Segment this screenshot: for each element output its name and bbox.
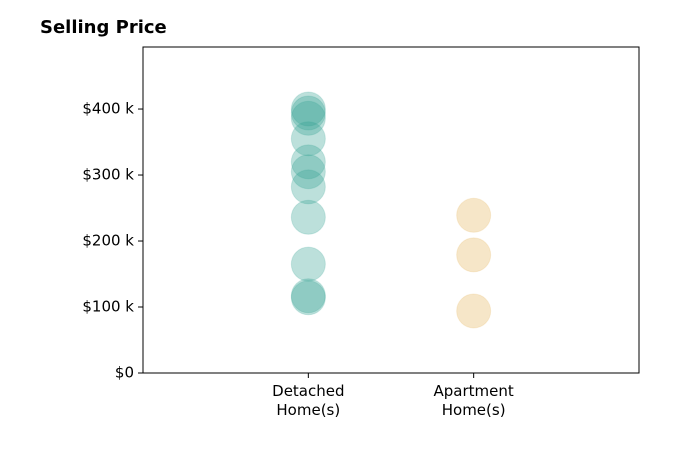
- chart-title: Selling Price: [40, 17, 167, 38]
- point: [290, 144, 326, 180]
- point: [290, 154, 326, 190]
- point: [290, 199, 326, 235]
- point: [456, 293, 492, 329]
- x-tick-label: Apartment Home(s): [433, 382, 514, 419]
- y-tick-label: $400 k: [82, 100, 134, 118]
- y-tick-label: $200 k: [82, 232, 134, 250]
- point: [290, 100, 326, 136]
- plot-frame: [142, 46, 640, 374]
- y-tick-label: $100 k: [82, 298, 134, 316]
- x-tick-label: Detached Home(s): [272, 382, 345, 419]
- point: [290, 246, 326, 282]
- point: [290, 91, 326, 127]
- point: [290, 121, 326, 157]
- point: [290, 169, 326, 205]
- point: [290, 278, 326, 314]
- y-tick-label: $0: [115, 364, 134, 382]
- point: [456, 237, 492, 273]
- point: [290, 95, 326, 131]
- point: [456, 197, 492, 233]
- point: [290, 280, 326, 316]
- y-tick-label: $300 k: [82, 166, 134, 184]
